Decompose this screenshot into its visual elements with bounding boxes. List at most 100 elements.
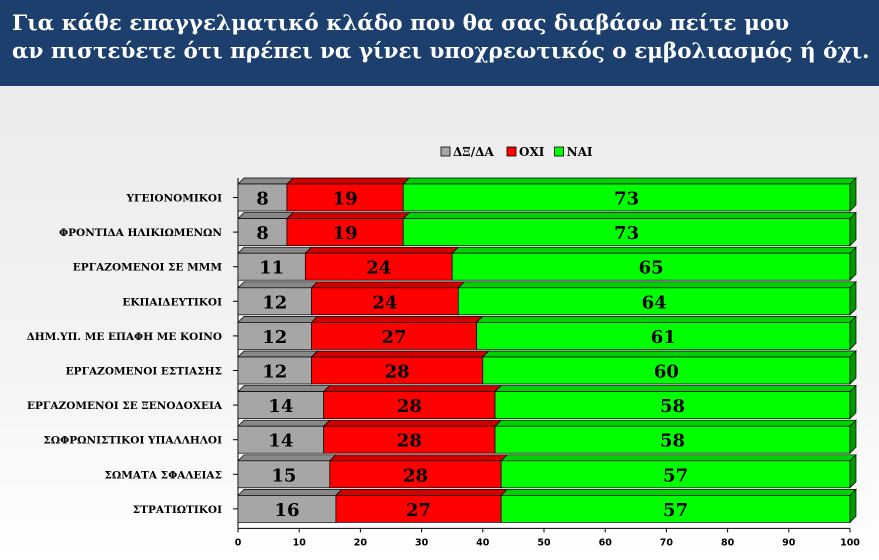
category-label-2: ΕΡΓΑΖΟΜΕΝΟΙ ΣΕ ΜΜΜ xyxy=(73,262,223,274)
bar-top-8-2 xyxy=(500,454,857,462)
bar-3-2 xyxy=(457,287,851,316)
bar-side-4 xyxy=(849,315,857,351)
data-label-7-2: 58 xyxy=(660,431,685,452)
bar-9-0 xyxy=(237,495,337,523)
header-banner: Για κάθε επαγγελματικό κλάδο που θα σας … xyxy=(0,0,879,86)
bar-4-2 xyxy=(476,322,851,350)
bar-6-1 xyxy=(323,391,496,419)
data-label-0-1: 19 xyxy=(333,189,358,210)
bar-side-1 xyxy=(849,211,857,247)
legend-label-1: ΟΧΙ xyxy=(519,145,545,159)
bar-top-5-2 xyxy=(481,350,857,358)
bar-top-6-0 xyxy=(237,385,331,392)
bar-top-1-1 xyxy=(286,212,411,219)
bar-top-2-2 xyxy=(451,246,857,254)
data-label-5-0: 12 xyxy=(262,362,287,383)
slide-title: Για κάθε επαγγελματικό κλάδο που θα σας … xyxy=(12,10,872,66)
bar-side-6 xyxy=(849,384,857,420)
x-tick-label-5: 50 xyxy=(537,537,551,548)
data-label-3-0: 12 xyxy=(262,292,287,313)
bar-1-1 xyxy=(286,218,404,246)
legend-swatch-2 xyxy=(554,146,564,157)
bar-top-5-1 xyxy=(310,350,490,358)
x-tick-label-3: 30 xyxy=(415,537,429,548)
x-tick-label-8: 80 xyxy=(721,537,735,548)
bar-4-1 xyxy=(311,322,478,350)
bar-top-4-1 xyxy=(310,316,484,323)
bar-3-1 xyxy=(311,287,459,316)
bar-side-7 xyxy=(849,419,857,455)
x-tick-label-2: 20 xyxy=(354,537,368,548)
bar-8-2 xyxy=(500,460,851,489)
bar-2-1 xyxy=(304,252,453,281)
bar-top-1-2 xyxy=(402,212,857,219)
data-label-6-2: 58 xyxy=(660,396,685,417)
bar-6-2 xyxy=(494,391,851,419)
bar-8-0 xyxy=(237,460,331,489)
x-tick-label-0: 0 xyxy=(235,537,242,548)
bar-7-1 xyxy=(323,425,496,454)
bar-top-9-0 xyxy=(237,489,343,496)
category-label-4: ΔΗΜ.ΥΠ. ΜΕ ΕΠΑΦΗ ΜΕ ΚΟΙΝΟ xyxy=(27,331,222,343)
bar-top-3-0 xyxy=(237,281,319,289)
data-label-7-1: 28 xyxy=(397,431,422,452)
data-label-6-1: 28 xyxy=(397,396,422,417)
bar-7-2 xyxy=(494,425,851,454)
bar-5-1 xyxy=(311,356,484,385)
bar-top-8-0 xyxy=(237,454,337,462)
category-label-5: ΕΡΓΑΖΟΜΕΝΟΙ ΕΣΤΙΑΣΗΣ xyxy=(66,366,222,378)
data-label-8-0: 15 xyxy=(271,465,296,486)
bar-1-0 xyxy=(237,218,288,246)
bar-top-0-2 xyxy=(402,177,857,185)
category-label-8: ΣΩΜΑΤΑ ΣΦΑΛΕΙΑΣ xyxy=(104,469,222,481)
data-label-2-1: 24 xyxy=(366,258,391,279)
bar-side-0 xyxy=(849,177,857,212)
bar-side-2 xyxy=(849,246,857,282)
bar-top-7-2 xyxy=(494,419,857,427)
data-label-0-2: 73 xyxy=(614,189,639,210)
bar-side-8 xyxy=(849,453,857,489)
category-label-9: ΣΤΡΑΤΙΩΤΙΚΟΙ xyxy=(133,504,222,516)
bar-side-5 xyxy=(849,350,857,385)
bar-1-2 xyxy=(402,218,851,246)
category-label-1: ΦΡΟΝΤΙΔΑ ΗΛΙΚΙΩΜΕΝΩΝ xyxy=(59,227,222,239)
bar-top-0-0 xyxy=(237,177,294,185)
bar-top-2-1 xyxy=(304,246,460,254)
data-label-3-2: 64 xyxy=(642,292,667,313)
bar-top-6-1 xyxy=(322,385,502,392)
title-line-2: αν πιστεύετε ότι πρέπει να γίνει υποχρεω… xyxy=(12,39,870,64)
bar-2-2 xyxy=(451,252,851,281)
bar-0-1 xyxy=(286,183,404,212)
legend-swatch-0 xyxy=(440,146,451,157)
bar-top-4-2 xyxy=(475,316,857,323)
bar-9-1 xyxy=(335,495,502,523)
category-label-7: ΣΩΦΡΩΝΙΣΤΙΚΟΙ ΥΠΑΛΛΗΛΟΙ xyxy=(43,435,222,447)
bar-7-0 xyxy=(237,425,325,454)
bar-top-4-0 xyxy=(237,316,319,323)
bar-top-3-2 xyxy=(457,281,857,289)
bar-top-9-1 xyxy=(335,489,509,496)
data-label-4-1: 27 xyxy=(382,327,407,348)
data-label-1-1: 19 xyxy=(333,223,358,244)
bar-top-6-2 xyxy=(494,385,857,392)
bar-9-2 xyxy=(500,495,851,523)
category-label-3: ΕΚΠΑΙΔΕΥΤΙΚΟΙ xyxy=(122,296,222,308)
bar-top-1-0 xyxy=(237,212,294,219)
data-label-4-2: 61 xyxy=(651,327,676,348)
bar-top-5-0 xyxy=(237,350,319,358)
bar-5-0 xyxy=(237,356,312,385)
bar-top-8-1 xyxy=(328,454,509,462)
bar-top-7-0 xyxy=(237,419,331,427)
data-label-3-1: 24 xyxy=(372,292,397,313)
title-line-1: Για κάθε επαγγελματικό κλάδο που θα σας … xyxy=(12,11,790,36)
bar-top-2-0 xyxy=(237,246,313,254)
category-label-0: ΥΓΕΙΟΝΟΜΙΚΟΙ xyxy=(126,193,223,205)
data-label-2-0: 11 xyxy=(259,258,284,279)
bar-5-2 xyxy=(482,356,851,385)
bar-top-9-2 xyxy=(500,489,857,496)
bar-side-3 xyxy=(849,280,857,316)
bar-0-0 xyxy=(237,183,288,212)
x-tick-label-4: 40 xyxy=(476,537,490,548)
bar-top-7-1 xyxy=(322,419,502,427)
